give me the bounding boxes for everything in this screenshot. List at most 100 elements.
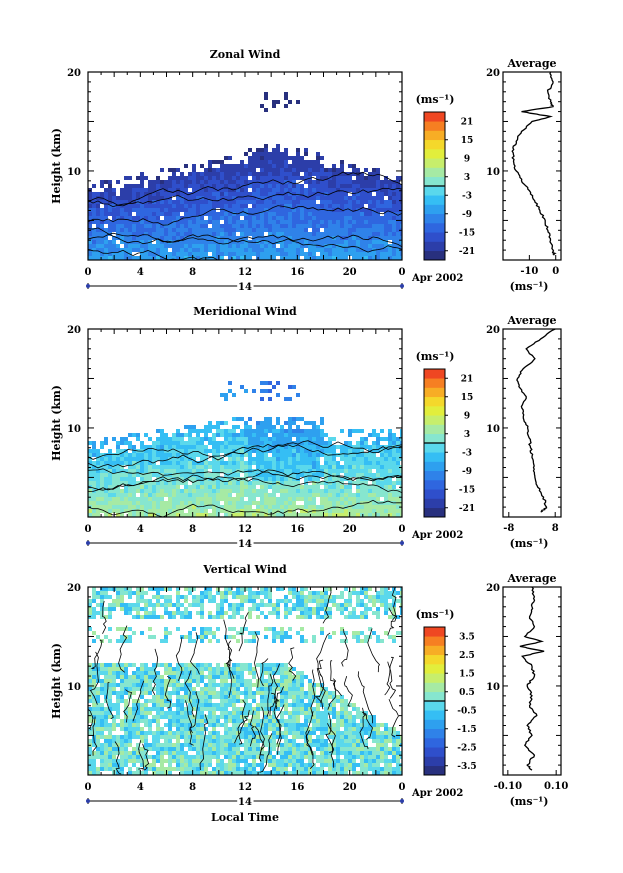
- heatmap-cell: [100, 755, 104, 759]
- heatmap-cell: [160, 703, 164, 707]
- heatmap-cell: [260, 188, 264, 192]
- heatmap-cell: [196, 663, 200, 667]
- heatmap-cell: [96, 461, 100, 465]
- heatmap-cell: [236, 172, 240, 176]
- heatmap-cell: [128, 248, 132, 252]
- heatmap-cell: [164, 607, 168, 611]
- heatmap-cell: [188, 212, 192, 216]
- heatmap-cell: [252, 172, 256, 176]
- heatmap-cell: [364, 220, 368, 224]
- heatmap-cell: [400, 208, 402, 212]
- heatmap-cell: [124, 751, 128, 755]
- heatmap-cell: [144, 763, 148, 767]
- heatmap-cell: [92, 465, 96, 469]
- heatmap-cell: [132, 192, 136, 196]
- heatmap-cell: [316, 441, 320, 445]
- heatmap-cell: [228, 252, 232, 256]
- heatmap-cell: [264, 473, 268, 477]
- heatmap-cell: [400, 457, 402, 461]
- heatmap-cell: [372, 212, 376, 216]
- heatmap-cell: [180, 747, 184, 751]
- heatmap-cell: [352, 505, 356, 509]
- heatmap-cell: [148, 747, 152, 751]
- heatmap-cell: [192, 687, 196, 691]
- heatmap-cell: [232, 771, 236, 775]
- heatmap-cell: [372, 196, 376, 200]
- heatmap-cell: [328, 196, 332, 200]
- heatmap-cell: [136, 715, 140, 719]
- heatmap-cell: [240, 417, 244, 421]
- heatmap-cell: [180, 513, 184, 517]
- heatmap-cell: [124, 216, 128, 220]
- heatmap-cell: [180, 200, 184, 204]
- heatmap-cell: [296, 156, 300, 160]
- heatmap-cell: [112, 723, 116, 727]
- heatmap-cell: [208, 505, 212, 509]
- heatmap-cell: [208, 208, 212, 212]
- heatmap-cell: [116, 505, 120, 509]
- heatmap-cell: [168, 256, 172, 260]
- heatmap-cell: [220, 703, 224, 707]
- heatmap-cell: [304, 216, 308, 220]
- heatmap-cell: [232, 240, 236, 244]
- heatmap-cell: [368, 469, 372, 473]
- heatmap-cell: [148, 228, 152, 232]
- heatmap-cell: [204, 719, 208, 723]
- heatmap-cell: [96, 256, 100, 260]
- heatmap-cell: [212, 489, 216, 493]
- heatmap-cell: [316, 248, 320, 252]
- heatmap-cell: [232, 172, 236, 176]
- profile-x-tick-label: -10: [520, 266, 538, 277]
- heatmap-cell: [292, 220, 296, 224]
- heatmap-cell: [396, 240, 400, 244]
- heatmap-cell: [260, 453, 264, 457]
- colorbar-segment: [424, 167, 445, 178]
- heatmap-cell: [248, 509, 252, 513]
- heatmap-cell: [316, 453, 320, 457]
- heatmap-cell: [352, 509, 356, 513]
- heatmap-cell: [284, 236, 288, 240]
- heatmap-cell: [144, 457, 148, 461]
- heatmap-cell: [348, 429, 352, 433]
- heatmap-cell: [184, 759, 188, 763]
- heatmap-cell: [272, 493, 276, 497]
- colorbar-segment: [424, 507, 445, 518]
- heatmap-cell: [164, 767, 168, 771]
- heatmap-cell: [268, 421, 272, 425]
- heatmap-cell: [184, 587, 188, 591]
- heatmap-cell: [260, 441, 264, 445]
- heatmap-cell: [208, 441, 212, 445]
- heatmap-cell: [192, 176, 196, 180]
- heatmap-cell: [164, 453, 168, 457]
- heatmap-cell: [332, 192, 336, 196]
- heatmap-cell: [196, 501, 200, 505]
- heatmap-cell: [368, 216, 372, 220]
- heatmap-cell: [136, 759, 140, 763]
- heatmap-cell: [200, 449, 204, 453]
- heatmap-cell: [308, 212, 312, 216]
- heatmap-cell: [104, 595, 108, 599]
- heatmap-cell: [212, 441, 216, 445]
- heatmap-cell: [216, 184, 220, 188]
- heatmap-cell: [372, 216, 376, 220]
- heatmap-cell: [156, 747, 160, 751]
- heatmap-cell: [92, 695, 96, 699]
- heatmap-cell: [268, 168, 272, 172]
- heatmap-cell: [184, 711, 188, 715]
- heatmap-cell: [108, 703, 112, 707]
- heatmap-cell: [340, 196, 344, 200]
- heatmap-cell: [292, 421, 296, 425]
- heatmap-cell: [352, 212, 356, 216]
- heatmap-cell: [364, 505, 368, 509]
- heatmap-cell: [292, 204, 296, 208]
- heatmap-cell: [196, 497, 200, 501]
- heatmap-cell: [200, 212, 204, 216]
- heatmap-cell: [288, 461, 292, 465]
- heatmap-cell: [316, 192, 320, 196]
- heatmap-cell: [232, 505, 236, 509]
- heatmap-cell: [308, 196, 312, 200]
- heatmap-cell: [132, 485, 136, 489]
- heatmap-cell: [200, 715, 204, 719]
- heatmap-cell: [348, 200, 352, 204]
- heatmap-cell: [220, 735, 224, 739]
